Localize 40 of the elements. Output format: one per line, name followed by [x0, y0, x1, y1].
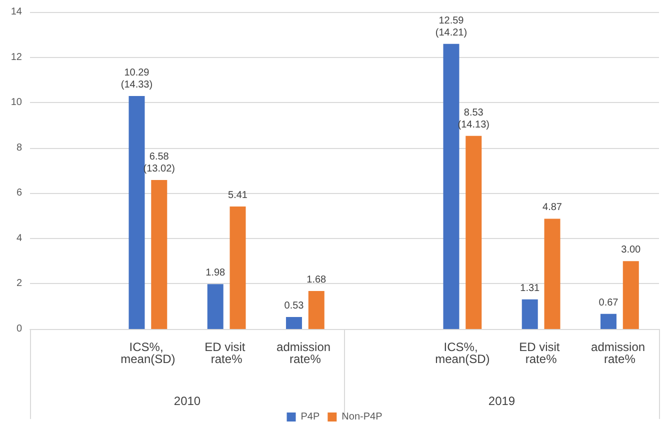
bar: [622, 261, 639, 329]
y-tick-label: 8: [16, 142, 22, 154]
bar: [466, 136, 482, 329]
bar: [443, 44, 460, 329]
data-label: 10.29 (14.33): [120, 68, 153, 91]
bar: [522, 299, 538, 329]
x-tick-label: ICS%, mean(SD): [120, 340, 176, 366]
x-tick-label: ED visit rate%: [204, 340, 249, 366]
data-label: 1.98: [206, 268, 226, 279]
x-tick-label: admission rate%: [591, 340, 648, 366]
text: 2010: [174, 394, 201, 408]
data-label: 12.59 (14.21): [435, 15, 468, 38]
bar: [308, 290, 324, 329]
bar: [230, 206, 246, 329]
bar: [128, 96, 145, 329]
bar: [544, 218, 560, 329]
y-tick-label: 2: [16, 278, 22, 290]
data-label: 0.53: [284, 300, 304, 312]
x-tick-label: admission rate%: [276, 340, 334, 366]
data-label: 0.67: [598, 297, 619, 308]
legend-label: P4P: [300, 412, 320, 422]
bar: [286, 317, 302, 329]
y-tick-label: 6: [16, 188, 22, 199]
y-tick-label: 4: [16, 232, 22, 244]
x-tick-label: ED visit rate%: [519, 340, 564, 366]
bar: [151, 180, 168, 329]
data-label: 5.41: [228, 190, 248, 201]
data-label: 4.87: [542, 202, 562, 214]
bar: [207, 284, 224, 329]
data-label: 3.00: [621, 244, 642, 256]
data-label: 1.31: [520, 282, 540, 294]
y-tick-label: 14: [10, 6, 22, 18]
y-tick-label: 10: [10, 97, 22, 108]
y-tick-label: 0: [16, 324, 22, 334]
x-tick-label: ICS%, mean(SD): [435, 340, 490, 366]
data-label: 1.68: [306, 274, 327, 286]
y-tick-label: 12: [10, 52, 22, 63]
legend-label: Non-P4P: [342, 412, 383, 422]
bar: [600, 314, 616, 329]
text: 2019: [488, 394, 516, 408]
